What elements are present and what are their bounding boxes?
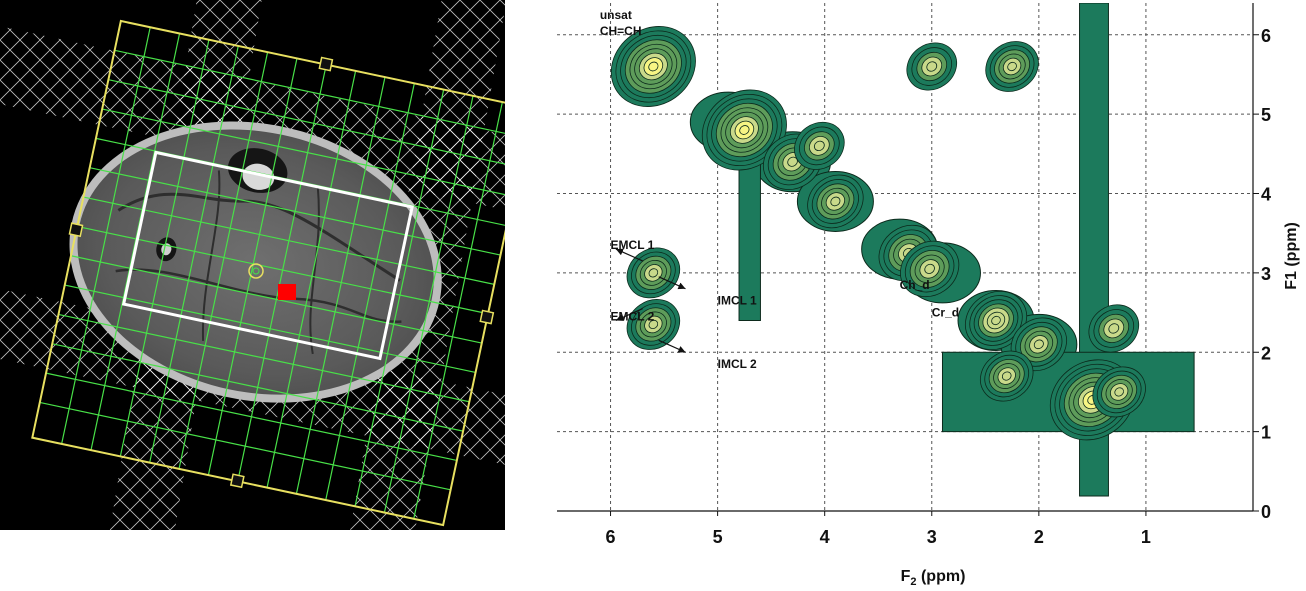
peak-label: IMCL 1 (718, 294, 757, 308)
center-marker-icon (248, 263, 264, 279)
peak-label: EMCL 1 (611, 238, 655, 252)
annotation-arrow (658, 339, 686, 353)
spectrum-contour-chart: 6 5 4 3 2 1 0 1 2 3 4 5 6 unsat CH=CH EMCL 1 IMCL 1 EMCL… (557, 3, 1300, 588)
y-tick-label: 6 (1261, 26, 1271, 46)
peak-label: EMCL 2 (611, 310, 655, 324)
roi-box (121, 150, 414, 361)
x-axis-label: F2 (ppm) (901, 568, 966, 588)
contour-level (648, 319, 659, 330)
x-tick-label: 3 (927, 527, 937, 547)
contour-level (1114, 387, 1124, 397)
peak-label: Cr_d (932, 306, 959, 320)
annotation-arrow (615, 248, 643, 262)
x-tick-label: 4 (820, 527, 830, 547)
contour-layer (610, 3, 1195, 497)
y-tick-label: 5 (1261, 105, 1271, 125)
y-tick-label: 4 (1261, 185, 1271, 205)
peak-label: IMCL 2 (718, 357, 757, 371)
x-tick-label: 2 (1034, 527, 1044, 547)
y-tick-label: 3 (1261, 264, 1271, 284)
fov-box (31, 19, 505, 527)
contour-level (648, 268, 659, 278)
contour-level (991, 315, 1001, 326)
contour-level (813, 140, 825, 152)
peak-annotations: unsat CH=CH EMCL 1 IMCL 1 EMCL 2 IMCL 2 Ch_dCr… (600, 8, 959, 371)
mri-localizer-image (0, 0, 505, 530)
annotation-arrow (615, 308, 643, 322)
contour-level (648, 61, 659, 72)
y-tick-label: 2 (1261, 343, 1271, 363)
peaks (610, 26, 1146, 441)
tick-labels: 6 5 4 3 2 1 0 1 2 3 4 5 6 (606, 26, 1271, 547)
x-tick-label: 6 (606, 527, 616, 547)
contour-level (1033, 339, 1044, 350)
peak-label: Ch_d (900, 278, 930, 292)
contour-level (1001, 371, 1012, 381)
contour-level (1108, 323, 1120, 334)
contour-level (924, 263, 935, 274)
contour-level (739, 125, 750, 135)
selected-voxel (278, 284, 296, 300)
axes (557, 3, 1254, 512)
peak-label: unsat (600, 8, 632, 22)
y-axis-label: F1 (ppm) (1283, 222, 1300, 290)
fov-handle-top (318, 56, 334, 72)
y-tick-label: 0 (1261, 502, 1271, 522)
x-tick-label: 1 (1141, 527, 1151, 547)
contour-level (1007, 61, 1017, 72)
fov-handle-right (479, 309, 495, 325)
fov-handle-left (68, 222, 84, 238)
peak-label: CH=CH (600, 24, 642, 38)
y-tick-label: 1 (1261, 423, 1271, 443)
x-tick-label: 5 (713, 527, 723, 547)
annotation-arrow (658, 276, 686, 290)
fov-handle-bottom (229, 473, 245, 489)
contour-level (926, 61, 938, 72)
contour-level (830, 196, 841, 207)
